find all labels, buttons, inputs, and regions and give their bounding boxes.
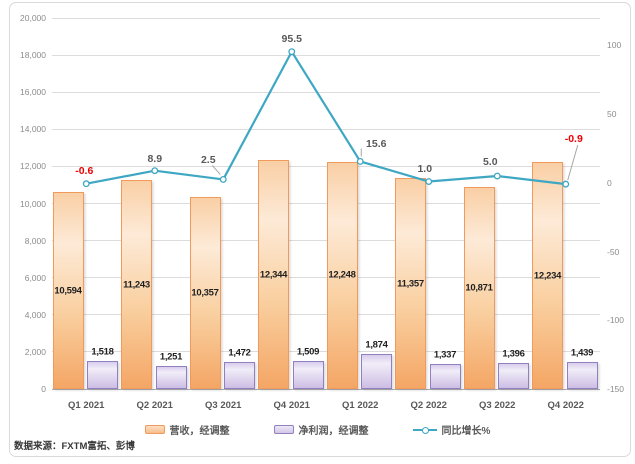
left-axis-tick-label: 0 — [41, 384, 46, 394]
gridline — [52, 240, 600, 242]
profit-bar — [429, 364, 461, 389]
left-axis-tick-label: 4,000 — [24, 309, 46, 320]
profit-bar-label: 1,251 — [159, 351, 183, 363]
revenue-bar-label: 11,243 — [123, 279, 150, 291]
growth-value-label: 15.6 — [366, 138, 387, 151]
gridline — [52, 91, 600, 93]
profit-bar — [224, 361, 255, 389]
gridline — [52, 351, 600, 353]
right-axis-tick-label: 50 — [607, 109, 617, 120]
growth-value-label: -0.9 — [564, 133, 583, 146]
left-axis-tick-label: 10,000 — [20, 198, 46, 209]
revenue-bar — [463, 187, 495, 389]
line-marker — [151, 167, 159, 175]
profit-bar-label: 1,396 — [502, 348, 525, 360]
line-marker — [82, 180, 90, 188]
revenue-bar-label: 11,357 — [397, 278, 424, 290]
revenue-bar — [258, 160, 289, 389]
revenue-bar-label: 10,357 — [191, 287, 219, 299]
growth-value-label: 95.5 — [281, 32, 302, 45]
profit-bar-label: 1,472 — [228, 347, 251, 359]
profit-bar — [566, 362, 598, 389]
profit-bar — [292, 361, 324, 389]
legend-item-profit: 净利润，经调整 — [273, 422, 369, 437]
x-axis-category-label: Q4 2021 — [273, 400, 310, 411]
left-axis-tick-label: 8,000 — [24, 235, 46, 246]
revenue-bar — [189, 196, 221, 389]
growth-value-label: 1.0 — [417, 162, 433, 175]
left-axis-tick-label: 20,000 — [20, 13, 46, 23]
legend-label-growth: 同比增长% — [441, 426, 491, 437]
left-axis-tick-label: 12,000 — [20, 161, 46, 172]
legend-label-profit: 净利润，经调整 — [298, 426, 369, 437]
revenue-bar-label: 12,248 — [328, 269, 356, 281]
gridline — [52, 203, 600, 204]
revenue-bar-label: 12,344 — [259, 269, 288, 280]
left-axis-tick-label: 18,000 — [20, 50, 46, 61]
left-axis-tick-label: 16,000 — [20, 87, 46, 98]
legend-label-revenue: 营收，经调整 — [169, 426, 230, 437]
growth-line-icon — [412, 425, 437, 434]
profit-bar — [155, 365, 187, 389]
revenue-swatch-icon — [144, 425, 165, 434]
growth-value-label: 8.9 — [147, 152, 163, 165]
left-axis-tick-label: 2,000 — [24, 346, 46, 357]
profit-bar-label: 1,874 — [365, 339, 388, 351]
gridline — [52, 277, 600, 279]
gridline — [52, 17, 600, 19]
line-marker — [219, 176, 227, 183]
gridline — [52, 314, 600, 316]
legend-item-revenue: 营收，经调整 — [144, 422, 230, 437]
chart-legend: 营收，经调整 净利润，经调整 同比增长% — [0, 422, 635, 437]
gridline — [52, 54, 600, 56]
line-marker — [562, 180, 570, 188]
right-axis-tick-label: -100 — [607, 315, 625, 326]
profit-swatch-icon — [273, 425, 294, 434]
revenue-bar — [395, 178, 426, 389]
x-axis-category-label: Q3 2021 — [205, 400, 242, 411]
growth-value-label: 2.5 — [200, 154, 216, 167]
right-axis-tick-label: -50 — [607, 246, 620, 257]
revenue-bar — [121, 180, 152, 389]
revenue-bar — [326, 161, 358, 389]
growth-value-label: 5.0 — [482, 156, 498, 169]
x-axis-line — [52, 388, 600, 390]
x-axis-category-label: Q1 2021 — [68, 400, 105, 411]
legend-item-growth: 同比增长% — [412, 422, 491, 437]
profit-bar-label: 1,439 — [570, 347, 594, 359]
right-axis-tick-label: -150 — [607, 384, 625, 394]
profit-bar-label: 1,337 — [433, 349, 457, 361]
revenue-bar — [532, 162, 563, 389]
growth-value-label: -0.6 — [75, 164, 94, 177]
line-marker — [493, 172, 501, 180]
line-marker — [425, 178, 433, 185]
source-note: 数据来源：FXTM富拓、彭博 — [14, 441, 135, 452]
x-axis-category-label: Q4 2022 — [547, 400, 584, 411]
profit-bar — [87, 360, 118, 389]
x-axis-category-label: Q2 2022 — [410, 400, 447, 411]
x-axis-category-label: Q1 2022 — [342, 400, 379, 411]
profit-bar-label: 1,509 — [296, 346, 320, 358]
revenue-bar-label: 10,594 — [54, 285, 82, 297]
gridline — [52, 128, 600, 130]
profit-bar-label: 1,518 — [91, 346, 114, 358]
right-axis-tick-label: 100 — [607, 40, 622, 51]
x-axis-category-label: Q3 2022 — [479, 400, 516, 411]
profit-bar — [498, 363, 529, 389]
revenue-bar — [52, 192, 84, 389]
revenue-bar-label: 12,234 — [533, 270, 562, 282]
left-axis-tick-label: 14,000 — [20, 124, 46, 135]
label-leader-line — [567, 144, 579, 181]
revenue-bar-label: 10,871 — [465, 282, 493, 294]
x-axis-category-label: Q2 2021 — [136, 400, 173, 411]
line-marker — [356, 158, 364, 165]
right-axis-tick-label: 0 — [607, 177, 612, 188]
profit-bar — [361, 354, 392, 389]
left-axis-tick-label: 6,000 — [24, 272, 46, 283]
